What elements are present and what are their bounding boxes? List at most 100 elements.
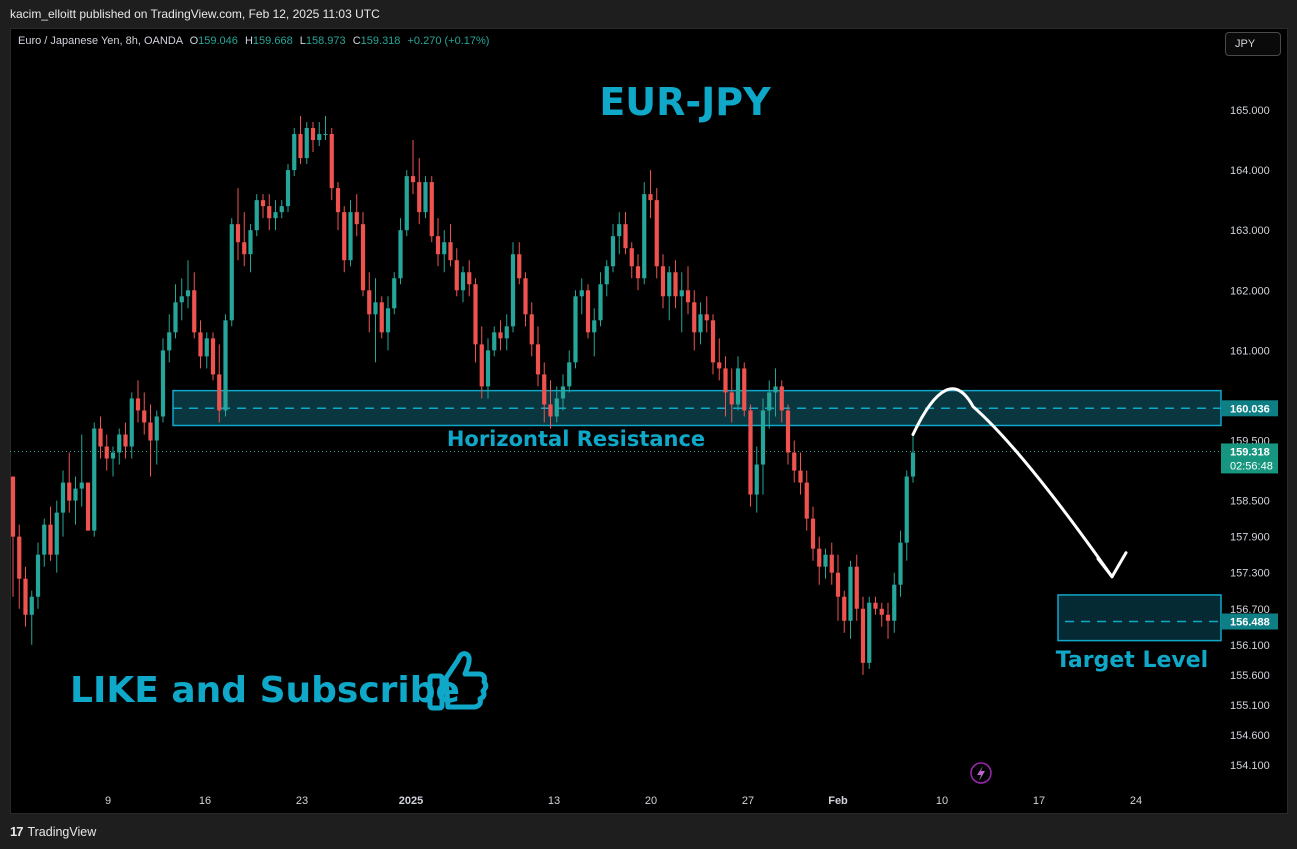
tradingview-brand[interactable]: 17 TradingView [10,824,96,839]
publisher-bar: kacim_elloitt published on TradingView.c… [0,0,1297,28]
candle-body [779,386,784,411]
candle-body [454,260,459,291]
candle-body [298,134,303,159]
time-tick: 23 [296,795,308,807]
candle-body [504,326,509,339]
candle-body [710,320,716,363]
candle-body [54,512,59,555]
ohlc-legend: Euro / Japanese Yen, 8h, OANDA O159.046 … [18,35,489,47]
candle-body [142,410,147,423]
candle-body [723,368,728,393]
candle-body [829,554,834,573]
candle-body [248,230,253,255]
candle-body [129,398,134,447]
price-tick: 154.600 [1230,730,1270,742]
candle-body [85,482,91,531]
resistance-price-tag: 160.036 [1221,400,1278,417]
candle-body [179,296,184,303]
candle-body [854,566,859,609]
candle-body [867,602,872,663]
candle-body [810,518,816,549]
low-label: L [299,35,306,47]
resistance-price-label: 160.036 [1230,403,1270,415]
candle-body [473,284,478,345]
candle-body [748,410,753,495]
resistance-label: Horizontal Resistance [447,427,705,451]
price-tick: 158.500 [1230,496,1270,508]
candle-body [767,392,772,411]
promo-text: LIKE and Subscribe [70,670,460,711]
candle-body [79,482,84,489]
price-chart: 165.000164.000163.000162.000161.000159.5… [10,80,1278,807]
candle-body [335,188,341,213]
open-label: O [189,35,199,47]
candle-body [560,386,566,399]
candle-body [648,194,653,201]
price-axis[interactable]: 165.000164.000163.000162.000161.000159.5… [1230,105,1270,772]
candle-body [285,170,291,207]
candle-body [329,134,334,189]
symbol-name[interactable]: Euro / Japanese Yen, 8h, OANDA [18,35,183,47]
close-value: 159.318 [360,35,401,47]
candle-body [842,596,847,621]
candle-body [448,242,453,261]
candle-body [835,572,841,597]
chart-title: EUR-JPY [599,80,771,124]
candle-body [10,476,16,537]
high-value: 159.668 [252,35,293,47]
candle-body [273,212,278,219]
candle-body [223,320,228,411]
candle-body [692,302,697,333]
candle-body [348,212,353,261]
candle-body [848,566,853,621]
candle-body [517,254,522,279]
candle-body [898,542,903,585]
candle-body [542,374,547,405]
candle-body [17,536,22,579]
tradingview-logo-icon: 17 [10,824,24,839]
candle-body [198,332,203,357]
candle-body [317,134,322,141]
candle-body [217,374,222,411]
candle-body [798,470,803,483]
price-tick: 157.900 [1230,532,1270,544]
candle-body [429,182,434,237]
candle-body [48,524,53,555]
low-value: 158.973 [305,35,346,47]
candle-body [73,488,78,501]
candle-body [442,242,447,255]
price-tick: 156.700 [1230,604,1270,616]
target-zone[interactable] [1057,594,1222,642]
currency-button[interactable]: JPY [1225,32,1281,56]
candle-body [904,476,909,543]
candles [10,116,916,675]
candle-body [67,482,72,501]
candle-body [379,302,384,333]
candle-body [610,236,616,267]
target-price-tag: 156.488 [1221,613,1278,630]
candle-body [642,194,647,279]
candle-body [535,344,541,375]
candle-body [823,554,828,567]
projection-arrowhead [1096,551,1128,579]
candle-body [742,368,747,411]
candle-body [673,272,678,297]
lightning-icon[interactable] [970,762,992,784]
candle-body [110,452,116,459]
candle-body [598,284,603,321]
candle-body [123,434,128,447]
price-tick: 161.000 [1230,345,1270,357]
candle-body [873,602,878,609]
candle-body [910,452,916,477]
candle-body [404,176,409,231]
candle-body [479,344,484,387]
resistance-zone[interactable] [172,389,1222,427]
time-tick: 13 [548,795,560,807]
time-axis[interactable]: 9 16 23 2025 13 20 27 Feb 10 17 24 [105,795,1142,807]
high-label: H [244,35,253,47]
candle-body [717,362,722,369]
price-tick: 154.100 [1230,760,1270,772]
price-tick: 156.100 [1230,640,1270,652]
candle-body [592,320,597,333]
time-tick: 9 [105,795,111,807]
